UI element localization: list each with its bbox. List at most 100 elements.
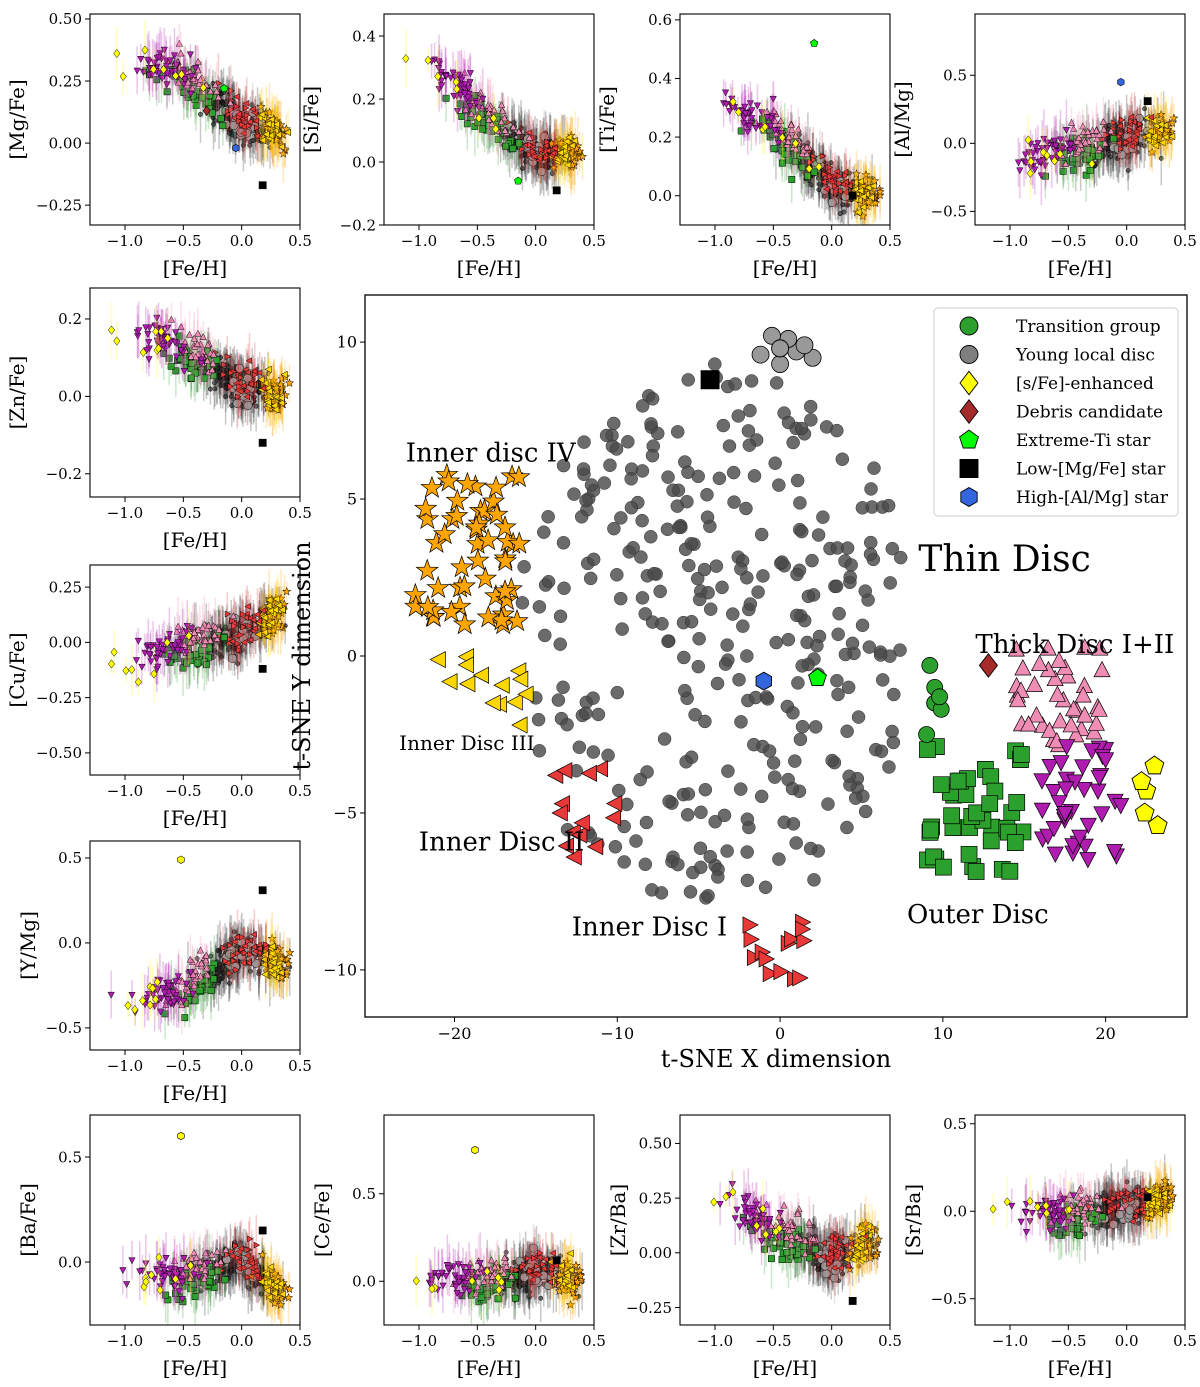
- data-point-young-local-disc-large: [228, 653, 237, 663]
- plot-area-al: [1014, 77, 1179, 205]
- data-point-young-local-disc: [549, 171, 555, 177]
- x-tick-label: 0.0: [820, 232, 844, 250]
- data-point-thick-disc-i: [1073, 137, 1081, 145]
- data-point-inner-disc-ii: [1128, 142, 1135, 150]
- data-point-inner-disc-i: [235, 393, 242, 401]
- data-point-thick-disc-ii: [188, 73, 196, 81]
- data-point-inner-disc-iii: [869, 182, 877, 190]
- data-point-young-local-disc: [226, 364, 232, 370]
- data-point-thick-disc-i: [788, 125, 796, 133]
- data-point-thick-disc-i: [1075, 133, 1083, 141]
- data-point-inner-disc-iv: [864, 174, 874, 184]
- data-point-inner-disc-i: [1110, 119, 1118, 127]
- data-point-thick-disc-i: [525, 133, 534, 141]
- data-point-young-local-disc: [1142, 106, 1148, 112]
- data-point-thick-disc-ii: [742, 110, 750, 118]
- data-point-inner-disc-i: [236, 117, 243, 125]
- data-point-thick-disc-i: [194, 329, 202, 337]
- data-point-thick-disc-ii: [142, 324, 150, 332]
- data-point-thick-disc-i: [1107, 127, 1115, 135]
- data-point-inner-disc-iii: [271, 405, 280, 414]
- data-point-inner-disc-iv: [875, 186, 885, 197]
- data-point-inner-disc-i: [238, 374, 245, 381]
- y-axis-label: [Mg/Fe]: [5, 79, 29, 159]
- data-point-thick-disc-ii: [451, 74, 459, 82]
- x-axis-label: [Fe/H]: [163, 528, 227, 552]
- data-point-thick-disc-ii: [1041, 162, 1049, 170]
- data-point-thick-disc-i: [209, 350, 218, 358]
- data-point-inner-disc-iii: [851, 185, 859, 194]
- data-point-s-enhanced: [160, 64, 168, 75]
- y-tick-label: 0.0: [352, 153, 376, 171]
- data-point-inner-disc-iii: [270, 401, 278, 410]
- data-point-s-enhanced: [141, 45, 149, 55]
- data-point-inner-disc-iii: [562, 137, 571, 146]
- data-point-inner-disc-ii: [1115, 139, 1122, 147]
- data-point-inner-disc-iii: [264, 365, 272, 374]
- data-point-inner-disc-ii: [245, 357, 253, 365]
- special-point: [202, 105, 211, 116]
- data-point-s-enhanced: [778, 132, 786, 143]
- data-point-outer-disc: [798, 163, 806, 171]
- data-point-thick-disc-i: [167, 315, 175, 323]
- special-point: [258, 181, 267, 190]
- data-point-thick-disc-i: [460, 68, 469, 76]
- subplot-mg: −1.0 −0.5 0.0 0.5 −0.25 0.00 0.25 0.50 [Fe/H] [Mg…: [5, 10, 312, 280]
- axes-frame: [89, 287, 301, 498]
- data-point-thick-disc-ii: [164, 324, 172, 332]
- data-point-inner-disc-iv: [869, 176, 880, 186]
- x-tick-label: 0.5: [288, 504, 312, 522]
- data-point-inner-disc-ii: [252, 117, 260, 125]
- data-point-thick-disc-ii: [192, 65, 200, 72]
- y-tick-label: 0.2: [352, 90, 376, 108]
- data-point-thick-disc-i: [803, 150, 811, 158]
- data-point-thick-disc-ii: [435, 58, 443, 66]
- data-point-outer-disc: [219, 122, 227, 130]
- data-point-inner-disc-iii: [257, 375, 265, 384]
- y-tick-label: 0.0: [58, 388, 82, 406]
- data-point-inner-disc-iii: [1161, 121, 1169, 130]
- data-point-young-local-disc: [267, 144, 273, 150]
- data-point-inner-disc-i: [1118, 130, 1125, 138]
- data-point-thick-disc-i: [1096, 144, 1104, 151]
- data-point-thick-disc-i: [1075, 145, 1083, 153]
- data-point-thick-disc-ii: [435, 65, 443, 72]
- axes-frame: [974, 13, 1186, 226]
- data-point-inner-disc-iv: [858, 181, 869, 191]
- data-point-s-enhanced: [1039, 147, 1047, 157]
- subplot-si: −1.0 −0.5 0.0 0.5 −0.2 0.0 0.2 0.4 [Fe/H] [Si/Fe]: [299, 13, 606, 280]
- x-tick-label: 0.5: [582, 232, 606, 250]
- data-point-inner-disc-ii: [239, 129, 247, 137]
- data-point-inner-disc-ii: [842, 188, 849, 196]
- data-point-young-local-disc-large: [235, 363, 245, 373]
- data-point-outer-disc: [1059, 167, 1067, 175]
- data-point-inner-disc-ii: [525, 129, 533, 136]
- data-point-thick-disc-i: [1084, 127, 1092, 135]
- data-point-thick-disc-ii: [143, 56, 152, 64]
- data-point-thick-disc-ii: [465, 84, 473, 92]
- data-point-inner-disc-iii: [1146, 127, 1154, 135]
- plot-area-si: [402, 28, 588, 197]
- data-point-thick-disc-ii: [144, 331, 152, 339]
- data-point-outer-disc: [509, 145, 517, 152]
- data-point-inner-disc-ii: [1127, 113, 1135, 121]
- data-point-s-enhanced: [199, 83, 207, 93]
- data-point-thick-disc-ii: [464, 94, 472, 102]
- data-point-inner-disc-ii: [551, 144, 558, 152]
- data-point-young-local-disc: [828, 160, 834, 166]
- data-point-young-local-disc: [253, 403, 259, 409]
- data-point-thick-disc-ii: [156, 50, 164, 58]
- y-tick-label: 0.4: [352, 27, 376, 45]
- data-point-outer-disc: [442, 94, 450, 102]
- data-point-thick-disc-ii: [746, 100, 754, 108]
- data-point-inner-disc-iii: [856, 186, 864, 195]
- data-point-inner-disc-iv: [256, 101, 266, 111]
- data-point-thick-disc-ii: [171, 329, 180, 337]
- data-point-young-local-disc: [1125, 167, 1131, 173]
- data-point-thick-disc-i: [763, 107, 771, 115]
- data-point-thick-disc-i: [515, 127, 523, 135]
- x-tick-label: 0.0: [524, 232, 548, 250]
- data-point-thick-disc-ii: [1016, 167, 1024, 175]
- data-point-inner-disc-iii: [264, 120, 272, 128]
